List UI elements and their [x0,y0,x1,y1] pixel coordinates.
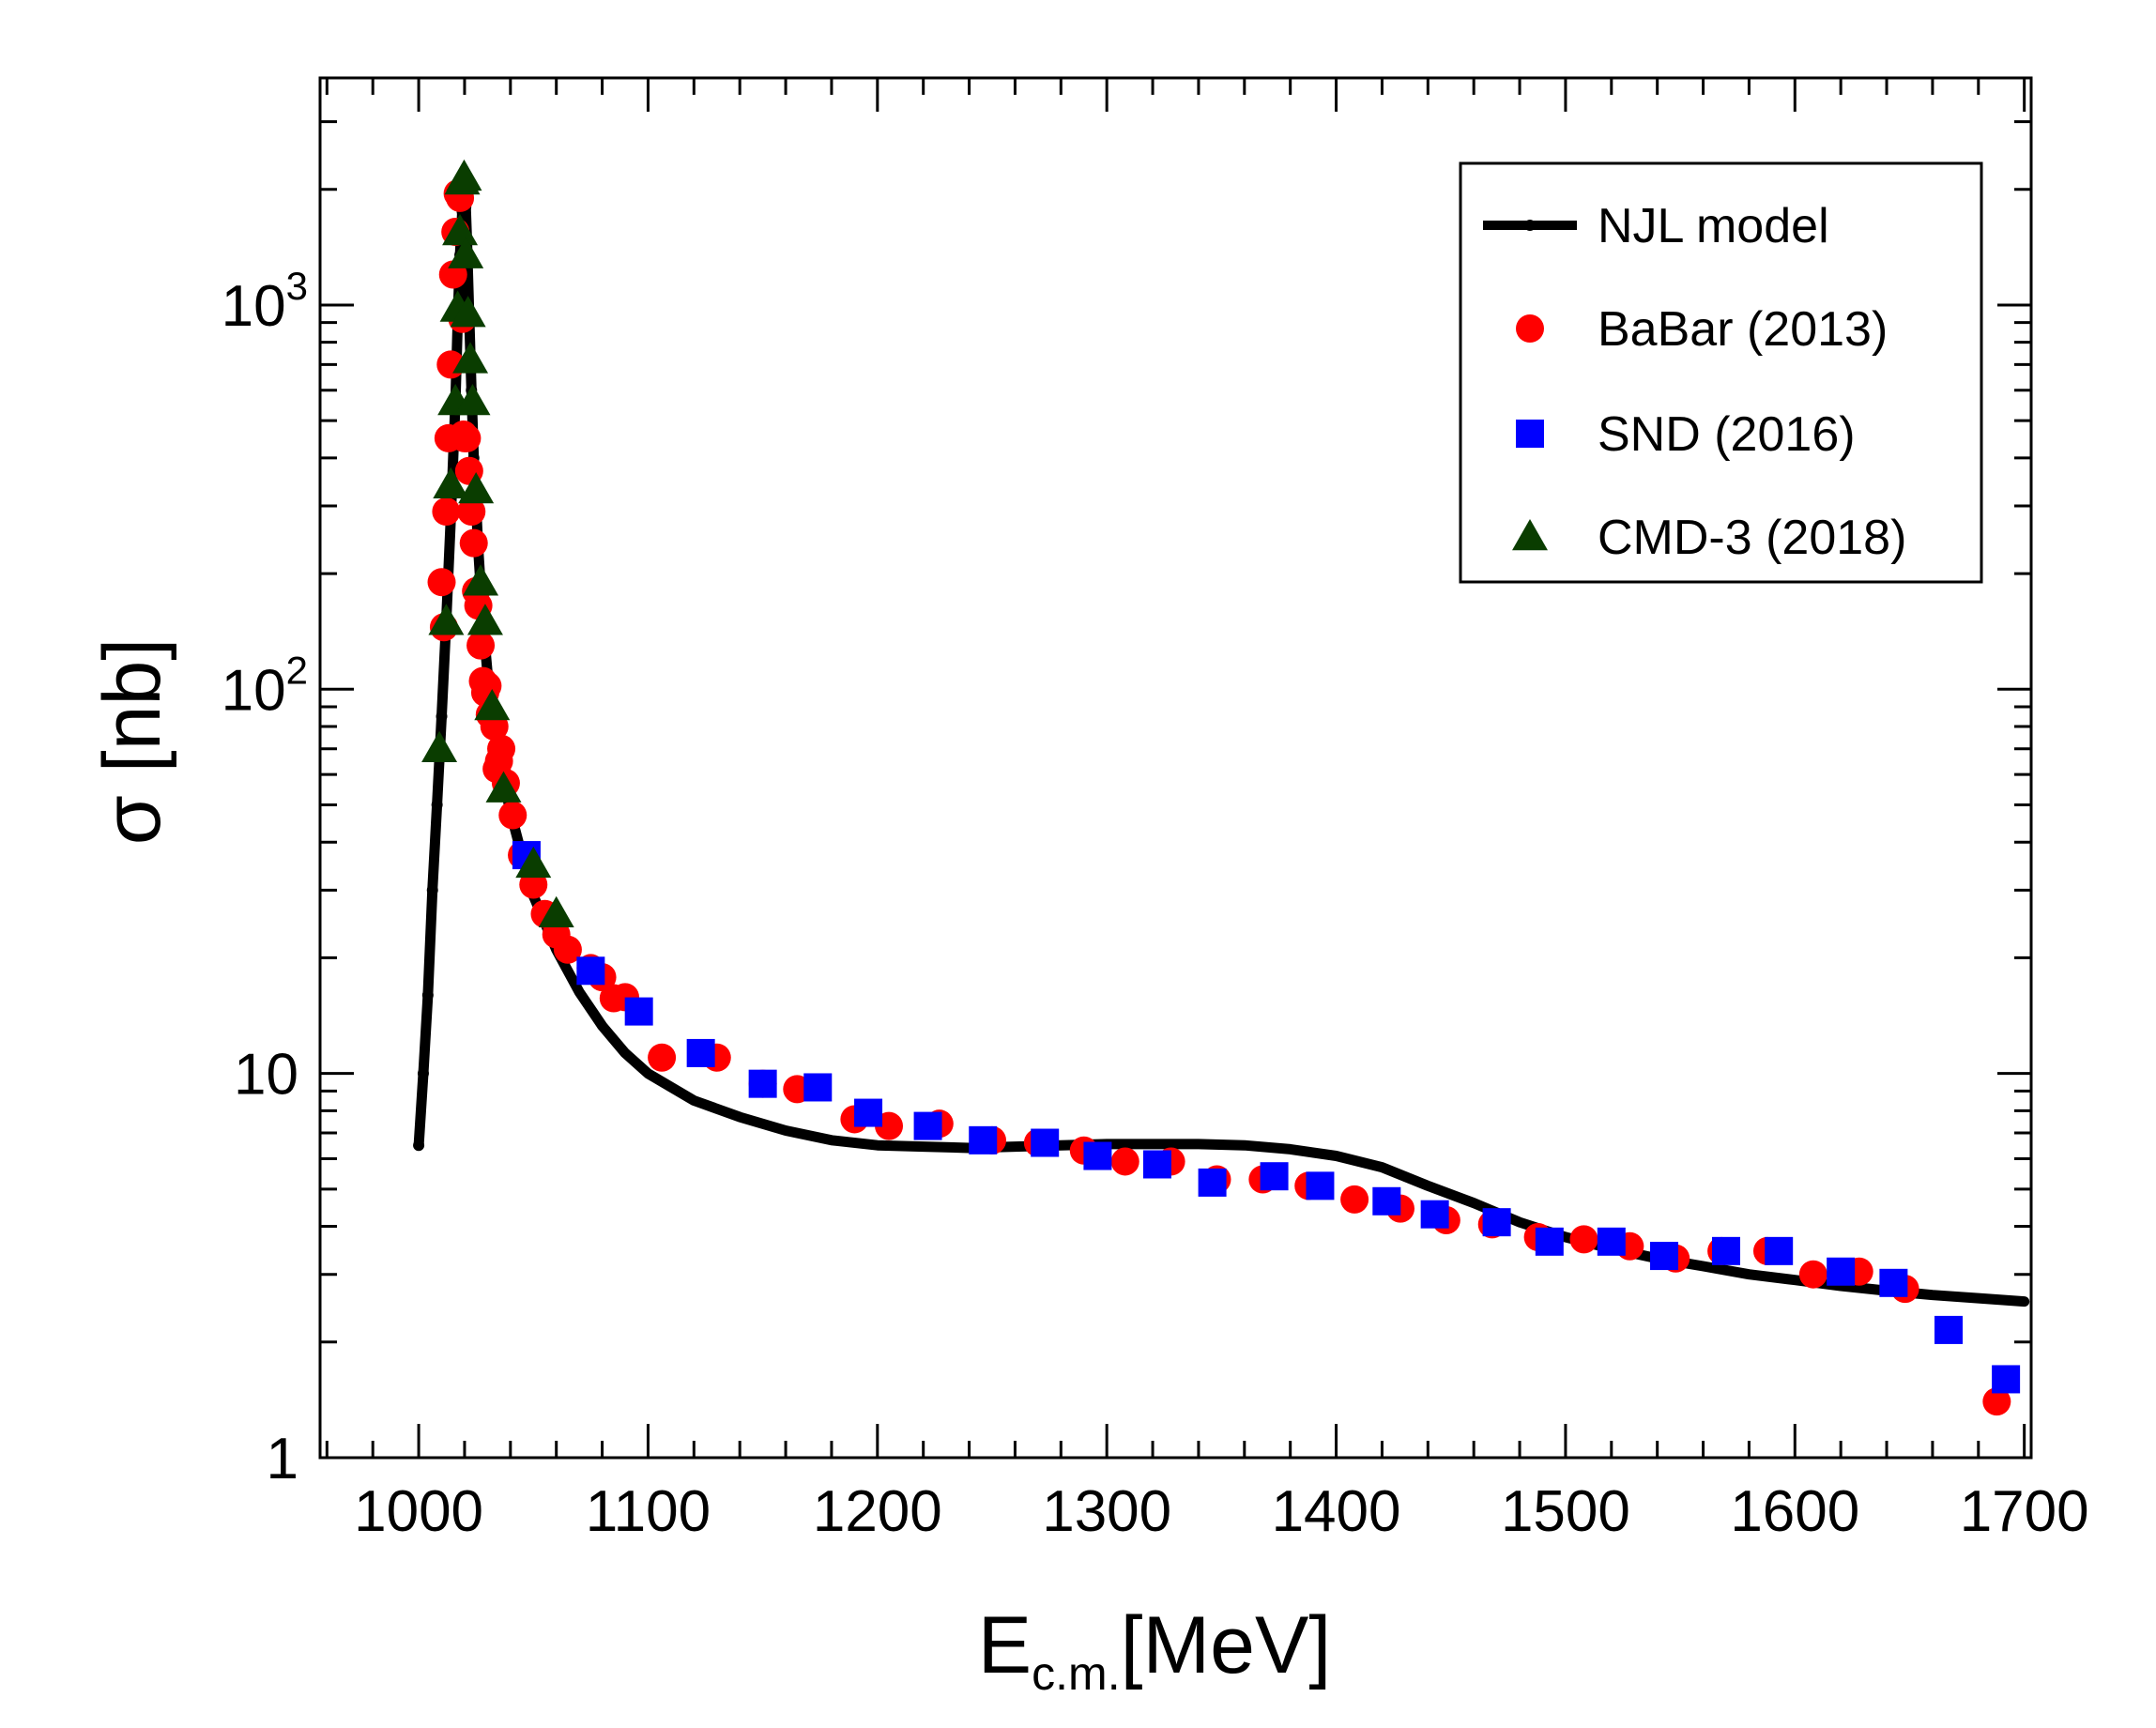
x-tick-label: 1100 [586,1479,711,1544]
legend-label: BaBar (2013) [1598,302,1888,357]
njl-model-point [436,711,448,723]
legend-swatch-njl-dot [1524,220,1536,231]
snd-point [748,1069,777,1098]
legend-swatch [1516,420,1544,448]
snd-point [1306,1171,1335,1200]
y-axis-title: σ [nb] [87,638,177,845]
babar-point [457,497,486,527]
babar-point [1110,1147,1139,1176]
x-tick-label: 1200 [813,1479,942,1544]
cmd3-point [421,730,458,762]
snd-point [1535,1227,1564,1256]
cmd3-point [466,604,503,635]
legend-label: CMD-3 (2018) [1598,511,1906,565]
legend: NJL model BaBar (2013) SND (2016) CMD-3 (20… [1459,161,1983,584]
cmd3-point [446,159,482,191]
x-tick-label: 1300 [1042,1479,1171,1544]
njl-model-point [413,1139,425,1152]
babar-point [553,935,582,964]
snd-point [686,1038,715,1067]
legend-swatch [1516,314,1544,343]
x-tick-labels: 1000 1100 1200 1300 1400 1500 1600 1700 [354,1479,2089,1544]
cmd3-point [433,466,469,498]
cmd3-point [474,689,511,721]
snd-point [1372,1186,1401,1216]
x-tick-label: 1700 [1960,1479,2089,1544]
cmd3-points [421,159,574,928]
x-axis-title-unit: [MeV] [1121,1600,1332,1690]
snd-point [1765,1236,1794,1265]
snd-point [1083,1141,1112,1170]
legend-swatch [1512,519,1548,551]
njl-model-point [421,989,434,1002]
plot-frame [318,76,2033,1460]
njl-model-point [431,799,443,811]
cmd3-point [538,895,574,928]
snd-point [1827,1257,1856,1286]
snd-point [1650,1242,1679,1271]
babar-point [1569,1225,1598,1254]
legend-box [1459,161,1983,584]
legend-label: SND (2016) [1598,407,1856,462]
babar-point [427,568,456,597]
y-tick-label: 10 [234,1043,298,1108]
snd-point [854,1098,883,1127]
cmd3-point [428,604,465,635]
cmd3-point [463,564,499,596]
cmd3-point [448,237,484,268]
x-tick-label: 1500 [1501,1479,1630,1544]
babar-point [1982,1387,2011,1416]
axis-ticks [320,78,2031,1460]
snd-point [1482,1208,1511,1237]
babar-point [1340,1185,1369,1214]
snd-point [1879,1268,1908,1297]
snd-point [913,1111,942,1140]
snd-point [1142,1150,1171,1179]
x-axis-title: Ec.m.[MeV] [978,1600,1331,1700]
y-tick-label: 1 [267,1427,298,1491]
snd-point [624,997,653,1026]
y-tick-label: 103 [222,264,308,339]
cmd3-point [485,771,522,803]
cmd3-point [454,384,491,416]
babar-point [648,1043,677,1072]
snd-point [1711,1236,1740,1265]
snd-points [512,841,2021,1394]
snd-point [1198,1168,1227,1197]
babar-point [466,631,496,660]
cmd3-point [515,846,552,879]
cmd3-point [452,342,489,374]
cmd3-point [442,214,479,246]
babar-point [498,801,528,830]
snd-point [1934,1315,1964,1344]
snd-point [1597,1227,1626,1256]
snd-point [969,1125,998,1155]
cmd3-point [450,296,486,328]
njl-model-point [426,884,438,896]
legend-label: NJL model [1598,199,1829,253]
babar-point [452,423,482,452]
snd-point [1031,1128,1060,1157]
y-tick-labels: 1 10 102 103 [222,264,308,1491]
babar-point [459,528,488,558]
babar-point [487,734,516,763]
y-tick-label: 102 [222,648,308,723]
njl-model-point [417,1067,429,1079]
legend-entries: NJL model BaBar (2013) SND (2016) CMD-3 (20… [1483,199,1906,565]
x-tick-label: 1600 [1730,1479,1859,1544]
x-axis-title-main: E [978,1600,1032,1690]
cmd3-point [458,472,495,504]
babar-point [473,671,502,700]
snd-point [1420,1200,1449,1229]
babar-point [432,497,461,527]
snd-point [1992,1365,2021,1394]
babar-point [1798,1260,1827,1289]
snd-point [1260,1162,1289,1191]
x-tick-label: 1000 [354,1479,483,1544]
snd-point [576,956,605,986]
snd-point [803,1073,833,1102]
x-tick-label: 1400 [1272,1479,1401,1544]
x-axis-title-sub: c.m. [1032,1647,1120,1700]
